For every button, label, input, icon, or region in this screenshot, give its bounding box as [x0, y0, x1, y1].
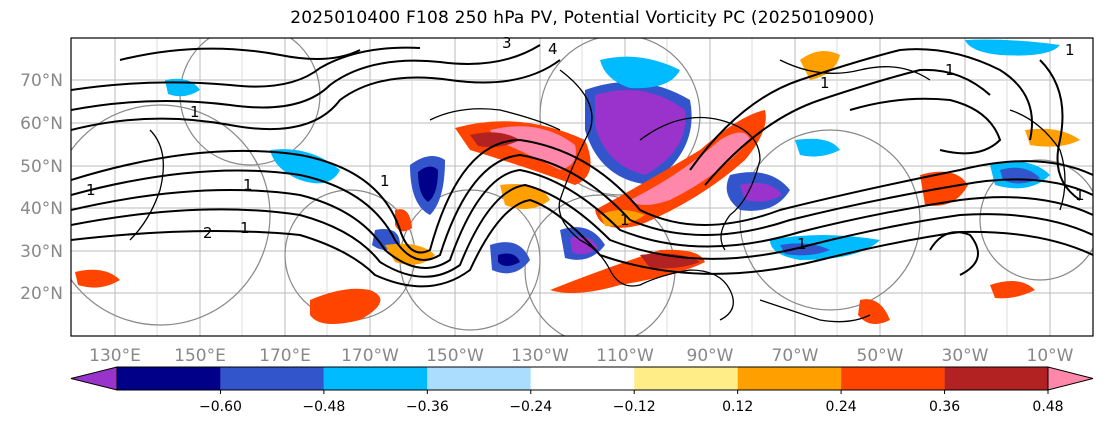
lon-label: 170°W: [341, 346, 399, 366]
lon-label: 110°W: [596, 346, 654, 366]
contour-label: 1: [86, 181, 96, 199]
contour-label: 1: [945, 61, 955, 79]
colorbar-segment: [530, 367, 635, 390]
pv-contours: [71, 44, 1093, 288]
colorbar-segment: [634, 367, 738, 390]
contour-label: 1: [243, 176, 253, 194]
colorbar-tick-label: 0.24: [826, 399, 857, 415]
longitude-labels: 130°E 150°E 170°E 170°W 150°W 130°W 110°…: [89, 346, 1074, 366]
colorbar-segment: [944, 367, 1048, 390]
lat-label: 60°N: [20, 114, 63, 134]
colorbar-border: [116, 366, 1049, 391]
lon-label: 150°W: [426, 346, 484, 366]
lon-label: 70°W: [772, 346, 819, 366]
contour-label: 1: [620, 211, 630, 229]
lon-label: 130°E: [89, 346, 141, 366]
colorbar-tick-label: −0.12: [613, 399, 656, 415]
colorbar-extend-high: [1047, 366, 1094, 391]
lon-label: 10°W: [1027, 346, 1074, 366]
lat-label: 40°N: [20, 199, 63, 219]
colorbar-tick-label: −0.48: [302, 399, 345, 415]
pv-anomaly-shading: [75, 39, 1080, 324]
contour-label: 1: [1065, 41, 1075, 59]
colorbar: −0.60 −0.48 −0.36 −0.24 −0.12 0.12 0.24 0.36 0.4…: [70, 366, 1094, 415]
contour-label: 1: [797, 235, 807, 253]
graticule: [71, 38, 1093, 336]
contour-label: 1: [380, 172, 390, 190]
coastlines: [129, 59, 1066, 323]
lon-label: 30°W: [942, 346, 989, 366]
latitude-labels: 70°N 60°N 50°N 40°N 30°N 20°N: [20, 71, 63, 304]
colorbar-segment: [427, 367, 531, 390]
colorbar-extend-low: [70, 366, 118, 391]
lat-label: 20°N: [20, 284, 63, 304]
colorbar-tick-label: −0.24: [509, 399, 552, 415]
lat-label: 50°N: [20, 157, 63, 177]
contour-label: 3: [502, 34, 512, 52]
colorbar-segment: [323, 367, 428, 390]
lat-label: 30°N: [20, 242, 63, 262]
colorbar-segment: [220, 367, 324, 390]
lon-label: 150°E: [174, 346, 226, 366]
colorbar-tick-label: 0.12: [722, 399, 753, 415]
contour-label: 1: [1075, 186, 1085, 204]
lat-label: 70°N: [20, 71, 63, 91]
colorbar-segment: [841, 367, 945, 390]
contour-label: 1: [190, 103, 200, 121]
map-border: [70, 37, 1094, 337]
colorbar-tick-label: 0.36: [929, 399, 960, 415]
lon-label: 170°E: [259, 346, 311, 366]
colorbar-tick-label: −0.36: [406, 399, 449, 415]
contour-label: 1: [820, 74, 830, 92]
lon-label: 50°W: [857, 346, 904, 366]
colorbar-tick-label: −0.60: [199, 399, 242, 415]
colorbar-segment: [117, 367, 221, 390]
colorbar-segment: [737, 367, 842, 390]
colorbar-tick-label: 0.48: [1032, 399, 1063, 415]
contour-label: 1: [240, 219, 250, 237]
contour-label-layer: 1 1 1 1 1 1 1 2 1 3 4 1 1 1: [86, 34, 1085, 253]
contour-label: 4: [548, 40, 558, 58]
contour-label: 2: [203, 224, 213, 242]
map-title: 2025010400 F108 250 hPa PV, Potential Vo…: [290, 8, 875, 28]
lon-label: 130°W: [511, 346, 569, 366]
lon-label: 90°W: [687, 346, 734, 366]
